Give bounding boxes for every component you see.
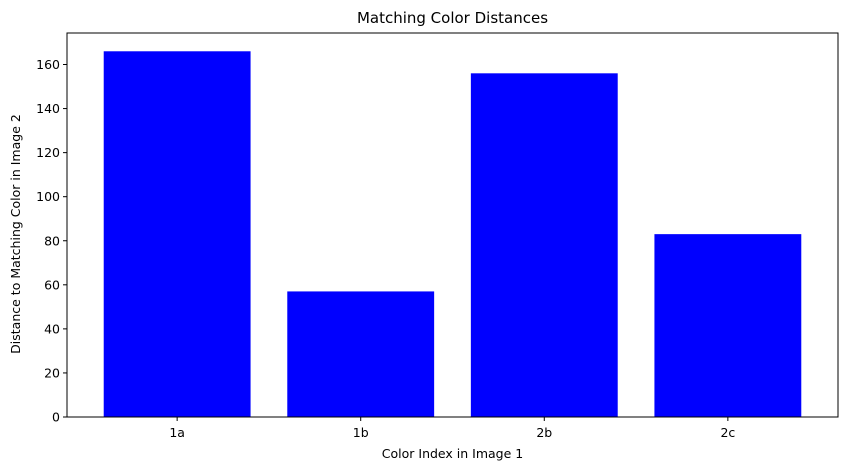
y-tick-label: 0 xyxy=(52,410,60,425)
y-tick-label: 40 xyxy=(44,321,60,336)
y-tick-label: 60 xyxy=(44,277,60,292)
bar-2b xyxy=(470,73,618,417)
y-axis-label: Distance to Matching Color in Image 2 xyxy=(8,114,23,354)
y-tick-label: 80 xyxy=(44,233,60,248)
bar-2c xyxy=(654,234,802,417)
bar-1b xyxy=(287,291,435,417)
x-tick-label: 1a xyxy=(169,425,185,440)
x-axis-label: Color Index in Image 1 xyxy=(382,446,523,461)
y-tick-label: 160 xyxy=(36,57,60,72)
plot-area: 0 20 40 60 80 100 120 140 160 1a 1b 2b 2c xyxy=(36,32,839,440)
x-tick-label: 1b xyxy=(353,425,369,440)
x-tick-label: 2b xyxy=(536,425,552,440)
y-tick-label: 100 xyxy=(36,189,60,204)
y-tick-label: 120 xyxy=(36,145,60,160)
bar-1a xyxy=(103,51,251,418)
y-tick-label: 140 xyxy=(36,101,60,116)
axes-frame xyxy=(66,32,839,418)
x-tick-label: 2c xyxy=(720,425,735,440)
y-tick-label: 20 xyxy=(44,365,60,380)
chart-title: Matching Color Distances xyxy=(357,9,548,27)
